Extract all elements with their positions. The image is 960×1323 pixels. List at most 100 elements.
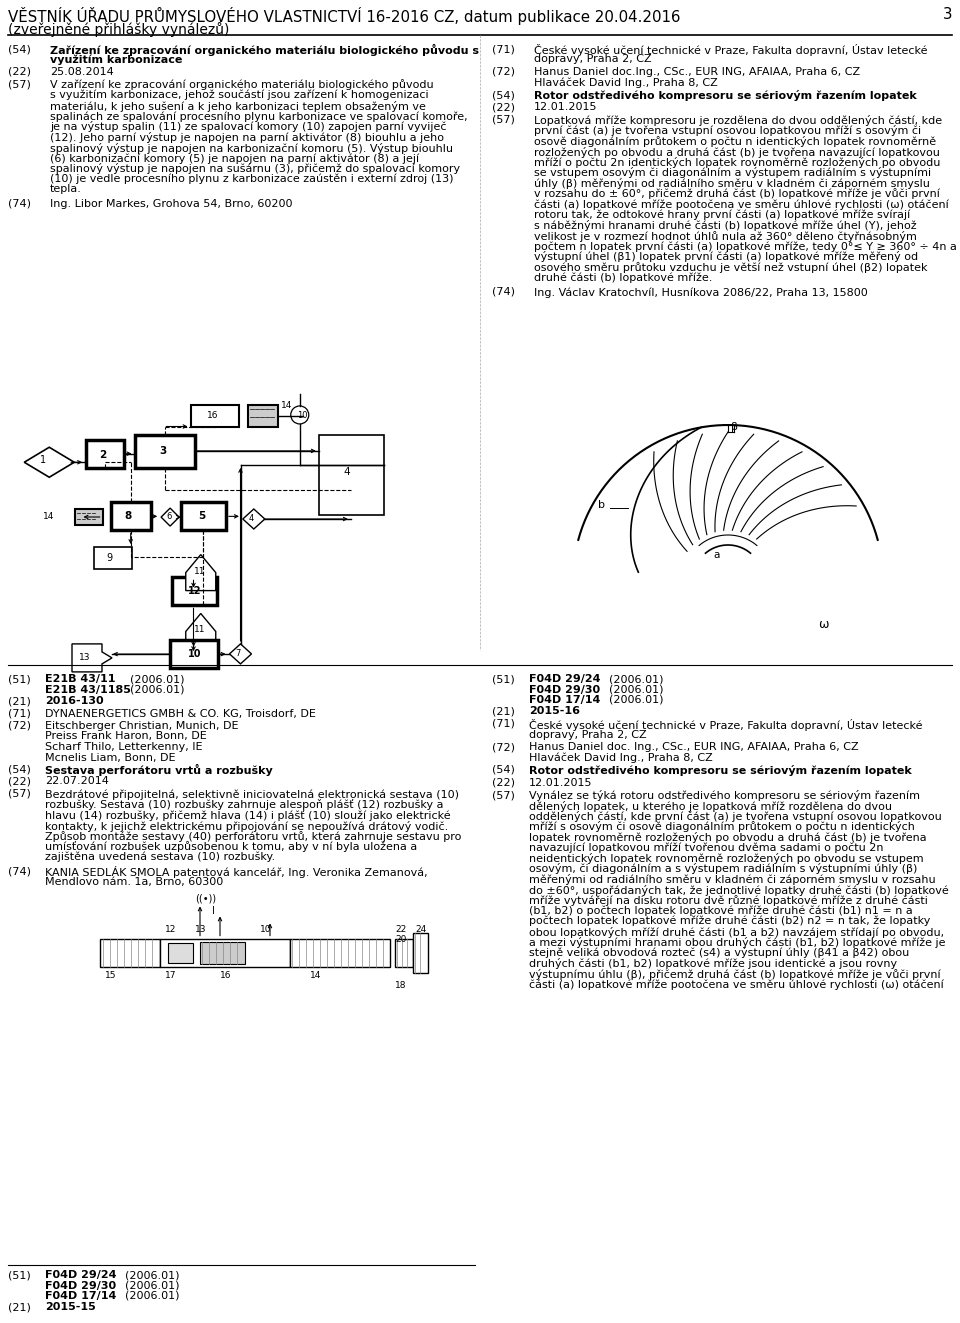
Text: velikost je v rozmezí hodnot úhlů nula až 360° děleno čtyřnásobným: velikost je v rozmezí hodnot úhlů nula a…	[534, 230, 917, 242]
Text: (72): (72)	[492, 742, 515, 751]
Text: 5: 5	[198, 512, 205, 521]
Text: a: a	[713, 550, 719, 560]
Text: Hlaváček David Ing., Praha 8, CZ: Hlaváček David Ing., Praha 8, CZ	[529, 753, 712, 763]
Polygon shape	[185, 554, 216, 590]
Text: (54): (54)	[8, 763, 31, 774]
Text: druhých části (b1, b2) lopatkové mříže jsou identické a jsou rovny: druhých části (b1, b2) lopatkové mříže j…	[529, 958, 898, 968]
Text: Vynález se týká rotoru odstředivého kompresoru se sériovým řazením: Vynález se týká rotoru odstředivého komp…	[529, 790, 920, 800]
Text: F04D 29/30: F04D 29/30	[45, 1281, 116, 1290]
Text: 16: 16	[206, 410, 218, 419]
Text: (74): (74)	[492, 287, 515, 296]
Text: 15: 15	[105, 971, 116, 980]
Text: úhly (β) měřenými od radiálního směru v kladném či záporném smyslu: úhly (β) měřenými od radiálního směru v …	[534, 179, 930, 189]
Text: Rotor odstředivého kompresoru se sériovým řazením lopatek: Rotor odstředivého kompresoru se sériový…	[529, 765, 912, 777]
Text: (12). Jeho parní výstup je napojen na parní aktivátor (8) biouhlu a jeho: (12). Jeho parní výstup je napojen na pa…	[50, 132, 444, 143]
Text: Sestava perforátoru vrtů a rozbušky: Sestava perforátoru vrtů a rozbušky	[45, 763, 273, 777]
Text: ω: ω	[818, 618, 828, 631]
Text: F04D 17/14: F04D 17/14	[529, 695, 600, 705]
Bar	[395, 938, 413, 967]
Text: 13: 13	[195, 925, 206, 934]
Text: 14: 14	[43, 512, 55, 521]
Text: osového směru průtoku vzduchu je větší než vstupní úhel (β2) lopatek: osového směru průtoku vzduchu je větší n…	[534, 262, 927, 273]
Text: (57): (57)	[492, 115, 515, 124]
Text: (51): (51)	[492, 673, 515, 684]
Text: oddělených částí, kde první část (a) je tvořena vstupní osovou lopatkovou: oddělených částí, kde první část (a) je …	[529, 811, 942, 822]
Text: České vysoké učení technické v Praze, Fakulta dopravní, Ústav letecké: České vysoké učení technické v Praze, Fa…	[534, 44, 927, 56]
Text: 22.07.2014: 22.07.2014	[45, 777, 108, 786]
Text: b: b	[598, 500, 605, 509]
Text: navazující lopatkovou mříží tvořenou dvěma sadami o počtu 2n: navazující lopatkovou mříží tvořenou dvě…	[529, 843, 883, 853]
Text: (2006.01): (2006.01)	[609, 684, 663, 695]
Text: Mendlovo nám. 1a, Brno, 60300: Mendlovo nám. 1a, Brno, 60300	[45, 877, 224, 886]
Text: (2006.01): (2006.01)	[609, 673, 663, 684]
Bar	[86, 439, 124, 467]
Text: lopatek rovnoměrně rozložených po obvodu a druhá část (b) je tvořena: lopatek rovnoměrně rozložených po obvodu…	[529, 832, 926, 843]
Text: materiálu, k jeho sušení a k jeho karbonizaci teplem obsaženým ve: materiálu, k jeho sušení a k jeho karbon…	[50, 101, 426, 111]
Text: kontakty, k jejichž elektrickému připojování se nepoužívá drátový vodič.: kontakty, k jejichž elektrickému připojo…	[45, 820, 448, 831]
Text: 2015-16: 2015-16	[529, 706, 580, 717]
Text: 20: 20	[395, 934, 406, 943]
Text: spalinový výstup je napojen na karbonizační komoru (5). Výstup biouhlu: spalinový výstup je napojen na karboniza…	[50, 143, 453, 153]
Text: F04D 29/24: F04D 29/24	[45, 1270, 116, 1279]
Text: druhé části (b) lopatkové mříže.: druhé části (b) lopatkové mříže.	[534, 273, 712, 283]
Text: osově diagonálním průtokem o počtu n identických lopatek rovnoměrně: osově diagonálním průtokem o počtu n ide…	[534, 136, 936, 147]
Text: části (a) lopatkové mříže pootočena ve směru úhlové rychlosti (ω) otáčení: části (a) lopatkové mříže pootočena ve s…	[529, 979, 944, 990]
Text: 12: 12	[165, 925, 177, 934]
Text: F04D 29/30: F04D 29/30	[529, 684, 600, 695]
Text: (22): (22)	[492, 778, 515, 787]
Text: (54): (54)	[8, 44, 31, 54]
Text: (22): (22)	[492, 102, 515, 112]
Text: (21): (21)	[8, 696, 31, 706]
Text: (21): (21)	[492, 706, 515, 717]
Text: 25.08.2014: 25.08.2014	[50, 67, 113, 77]
Bar	[181, 503, 226, 531]
Text: 14: 14	[310, 971, 322, 980]
Bar	[75, 509, 103, 525]
Text: (21): (21)	[8, 1303, 31, 1312]
Text: Ing. Václav Kratochvíl, Husníkova 2086/22, Praha 13, 15800: Ing. Václav Kratochvíl, Husníkova 2086/2…	[534, 287, 868, 298]
Text: 2015-15: 2015-15	[45, 1303, 96, 1312]
Text: České vysoké učení technické v Praze, Fakulta dopravní, Ústav letecké: České vysoké učení technické v Praze, Fa…	[529, 718, 923, 732]
Text: 1: 1	[40, 455, 46, 466]
Bar	[319, 435, 384, 515]
Bar	[190, 405, 238, 426]
Text: ((•)): ((•))	[195, 893, 216, 904]
Bar	[135, 435, 196, 468]
Text: spalinách ze spalování procesního plynu karbonizace ve spalovací komoře,: spalinách ze spalování procesního plynu …	[50, 111, 468, 122]
Text: Eitschberger Christian, Munich, DE: Eitschberger Christian, Munich, DE	[45, 721, 238, 732]
Text: E21B 43/1185: E21B 43/1185	[45, 684, 131, 695]
Text: s využitím karbonizace, jehož součástí jsou zařízení k homogenizaci: s využitím karbonizace, jehož součástí j…	[50, 90, 428, 101]
Text: (2006.01): (2006.01)	[609, 695, 663, 705]
Text: (2006.01): (2006.01)	[130, 684, 184, 695]
Text: 9: 9	[107, 553, 112, 564]
Text: 10: 10	[260, 925, 272, 934]
Text: 16: 16	[220, 971, 231, 980]
Text: 14: 14	[280, 401, 292, 410]
Bar	[200, 942, 245, 963]
Text: s náběžnými hranami druhé části (b) lopatkové mříže úhel (Υ), jehož: s náběžnými hranami druhé části (b) lopa…	[534, 220, 917, 232]
Text: využitím karbonizace: využitím karbonizace	[50, 54, 182, 65]
Text: 12.01.2015: 12.01.2015	[529, 778, 592, 787]
Bar	[100, 938, 160, 967]
Text: výstupnímu úhlu (β), přičemž druhá část (b) lopatkové mříže je vůči první: výstupnímu úhlu (β), přičemž druhá část …	[529, 968, 941, 979]
Text: VĚSTNÍK ÚŘADU PRŮMYSLOVÉHO VLASTNICTVÍ 16-2016 CZ, datum publikace 20.04.2016: VĚSTNÍK ÚŘADU PRŮMYSLOVÉHO VLASTNICTVÍ 1…	[8, 7, 681, 25]
Text: Hanus Daniel doc. Ing., CSc., EUR ING, AFAIAA, Praha 6, CZ: Hanus Daniel doc. Ing., CSc., EUR ING, A…	[529, 742, 858, 751]
Text: (51): (51)	[8, 673, 31, 684]
Text: (2006.01): (2006.01)	[130, 673, 184, 684]
Text: (2006.01): (2006.01)	[125, 1291, 180, 1301]
Text: Hanus Daniel doc.Ing., CSc., EUR ING, AFAIAA, Praha 6, CZ: Hanus Daniel doc.Ing., CSc., EUR ING, AF…	[534, 67, 860, 77]
Text: (2006.01): (2006.01)	[125, 1281, 180, 1290]
Text: (54): (54)	[492, 90, 515, 101]
Text: osovým, či diagonálním a s výstupem radiálním s výstupními úhly (β): osovým, či diagonálním a s výstupem radi…	[529, 864, 918, 875]
Text: dopravy, Praha 2, CZ: dopravy, Praha 2, CZ	[529, 729, 647, 740]
Text: (74): (74)	[8, 867, 31, 877]
Text: (57): (57)	[492, 790, 515, 800]
Text: se vstupem osovým či diagonálním a výstupem radiálním s výstupními: se vstupem osovým či diagonálním a výstu…	[534, 168, 931, 179]
Text: 22: 22	[395, 925, 406, 934]
Text: neidentických lopatek rovnoměrně rozložených po obvodu se vstupem: neidentických lopatek rovnoměrně rozlože…	[529, 853, 924, 864]
Text: Zařízení ke zpracování organického materiálu biologického původu s: Zařízení ke zpracování organického mater…	[50, 44, 479, 56]
Bar	[168, 942, 193, 963]
Text: 3: 3	[943, 7, 952, 22]
Bar	[413, 933, 428, 972]
Text: 4: 4	[249, 515, 254, 523]
